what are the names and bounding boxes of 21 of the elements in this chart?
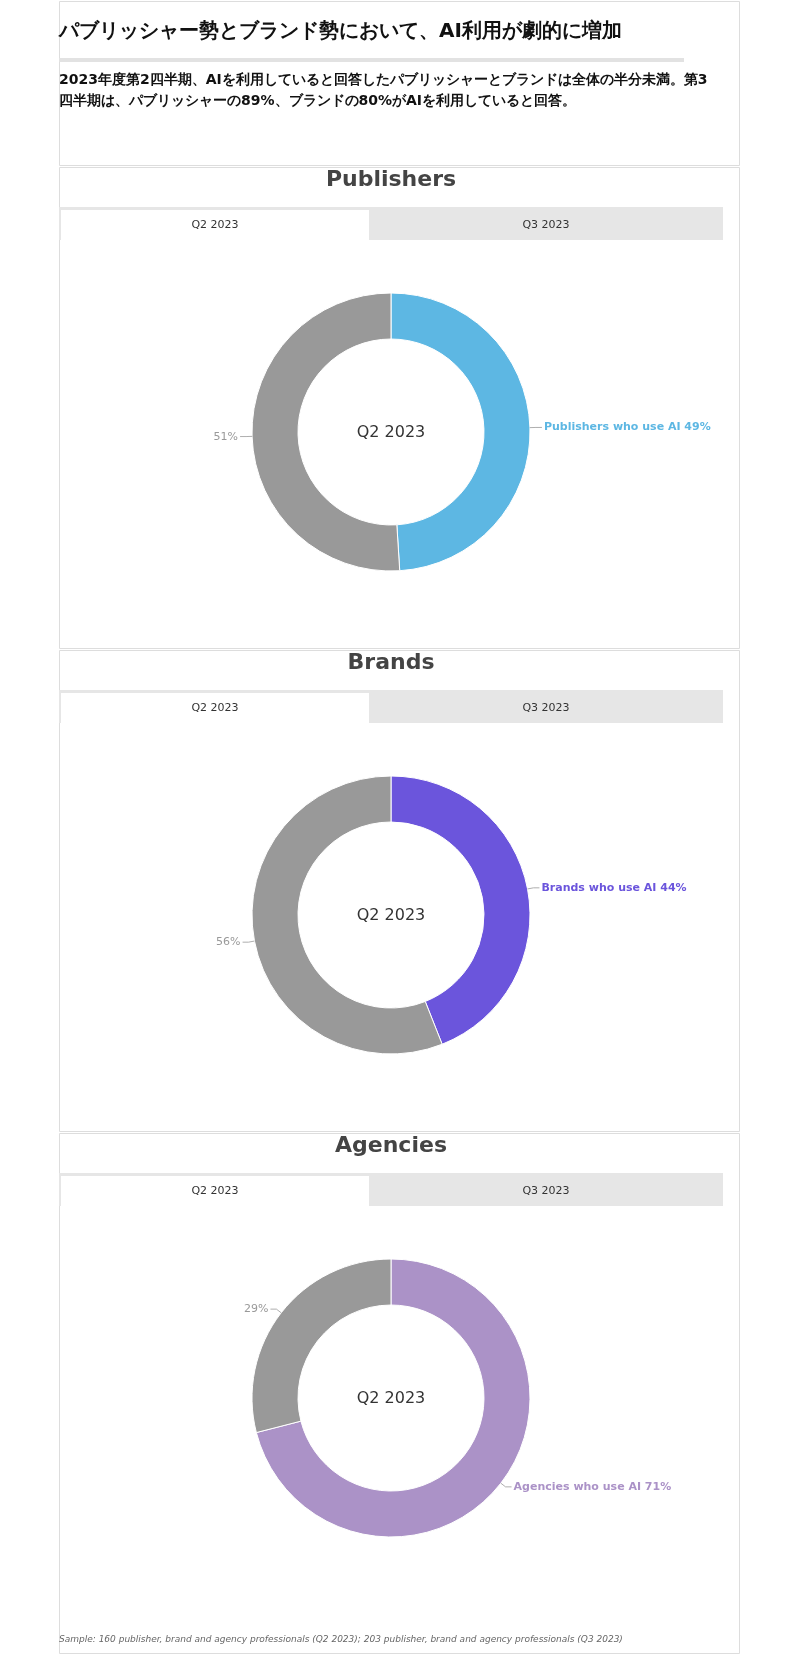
- text: Sample: 160 publisher, brand and agency professionals (Q2 2023); 203 publisher, brand and agency professionals (Q3 2023): [59, 1634, 623, 1644]
- chart-title: Publishers: [325, 166, 457, 191]
- text: Q2 2023: [191, 218, 239, 231]
- data-label: 29%: [243, 1302, 269, 1316]
- data-label: 56%: [216, 935, 241, 949]
- text: Q3 2023: [522, 1184, 570, 1197]
- slice-label: Agencies who use AI 71%: [513, 1479, 672, 1493]
- text: Q2 2023: [356, 422, 426, 441]
- slice-label: Publishers who use AI 49%: [543, 420, 711, 434]
- chart-title: Agencies: [335, 1132, 447, 1157]
- data-label: 51%: [213, 429, 239, 443]
- text: 2023年度第2四半期、AIを利用していると回答したパブリッシャーとブランドは全体の半分未満。第3四半期は、パブリッシャーの89%、ブランドの80%がAIを利用していると回答。: [59, 71, 708, 108]
- text: Q2 2023: [356, 1388, 426, 1407]
- text: Q2 2023: [356, 905, 426, 924]
- text: Q3 2023: [522, 701, 570, 714]
- text: Q2 2023: [191, 701, 239, 714]
- text: Q2 2023: [191, 1184, 239, 1197]
- text: Q3 2023: [522, 218, 570, 231]
- text: パブリッシャー勢とブランド勢において、AI利用が劇的に増加: [58, 18, 622, 42]
- chart-title: Brands: [347, 649, 435, 674]
- slice-label: Brands who use AI 44%: [541, 880, 687, 894]
